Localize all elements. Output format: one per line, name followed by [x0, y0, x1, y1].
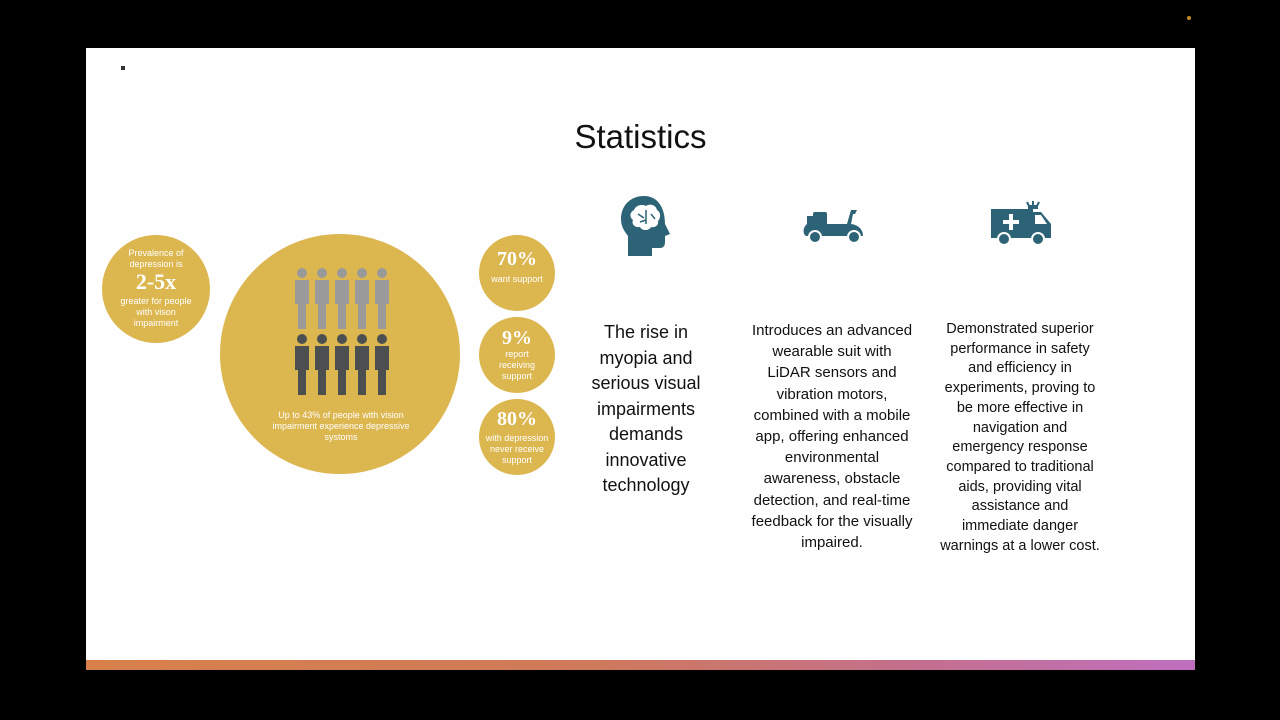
stat-label-never: with depression never receive support: [485, 433, 549, 465]
depression-infographic: [220, 234, 460, 474]
person-figure-icon: [335, 334, 349, 395]
mouse-cursor-icon: [121, 66, 125, 70]
myopia-statement: The rise in myopia and serious visual im…: [591, 322, 701, 495]
person-figure-icon: [335, 268, 349, 329]
person-figure-icon: [355, 334, 369, 395]
scooter-icon: [803, 210, 863, 244]
prevalence-circle: [102, 235, 210, 343]
slide-footer-bar: [86, 660, 1195, 670]
stat-circle-support: [479, 235, 555, 311]
stat-value-support: 70%: [497, 248, 537, 270]
status-dot: [1187, 16, 1191, 20]
prevalence-line1: Prevalence of depression is: [128, 248, 184, 269]
brain-head-icon: [621, 196, 670, 256]
person-figure-icon: [315, 334, 329, 395]
person-figure-icon: [375, 334, 389, 395]
stat-label-receiving: report receiving support: [498, 349, 536, 381]
stat-circle-never: [479, 399, 555, 475]
person-figure-icon: [355, 268, 369, 329]
prevalence-line2: greater for people with vison impairment: [120, 296, 192, 328]
performance-summary: Demonstrated superior performance in saf…: [940, 321, 1100, 554]
stat-circle-receiving: [479, 317, 555, 393]
depression-caption: Up to 43% of people with vision impairme…: [272, 410, 410, 442]
wearable-suit-description: Introduces an advanced wearable suit wit…: [751, 322, 913, 552]
person-figure-icon: [295, 334, 309, 395]
ambulance-icon: [991, 201, 1051, 246]
person-figure-icon: [375, 268, 389, 329]
stat-value-receiving: 9%: [502, 327, 532, 349]
slide-title: Statistics: [574, 118, 707, 155]
stat-label-support: want support: [491, 274, 543, 284]
prevalence-multiplier: 2-5x: [135, 269, 177, 294]
stat-value-never: 80%: [497, 408, 537, 430]
person-figure-icon: [315, 268, 329, 329]
presentation-slide: Statistics Prevalence of depression is 2…: [86, 48, 1195, 670]
person-figure-icon: [295, 268, 309, 329]
